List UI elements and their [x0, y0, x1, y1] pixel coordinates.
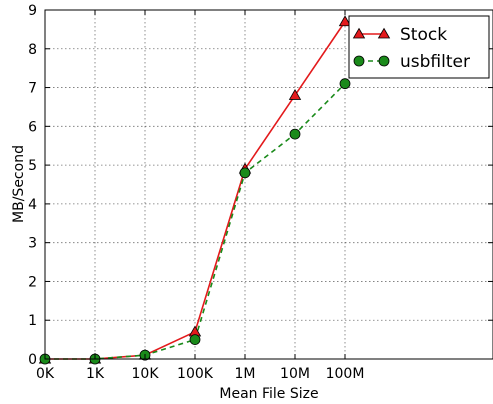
- y-tick-label: 5: [28, 158, 37, 174]
- legend-box: [348, 15, 490, 79]
- x-axis-title: Mean File Size: [219, 386, 318, 402]
- y-tick-labels: 0 1 2 3 4 5 6 7 8 9: [28, 3, 37, 368]
- data-point-usbfilter: [239, 167, 251, 179]
- y-tick-label: 4: [28, 197, 37, 213]
- y-tick-label: 0: [28, 352, 37, 368]
- legend-stock-label: Stock: [400, 25, 447, 45]
- legend-entry-usbfilter: usbfilter: [353, 52, 470, 72]
- axis-ticks: [44, 9, 493, 360]
- data-point-stock: [288, 89, 302, 100]
- data-point-usbfilter: [189, 334, 201, 346]
- data-point-stock: [338, 15, 352, 27]
- x-tick-label: 100M: [326, 366, 365, 382]
- data-point-usbfilter: [289, 128, 301, 140]
- y-tick-label: 7: [28, 81, 37, 97]
- x-tick-label: 1K: [86, 366, 105, 382]
- legend-stock-marker-left: [352, 27, 366, 39]
- y-tick-label: 3: [28, 236, 37, 252]
- y-axis-title: MB/Second: [11, 145, 27, 223]
- series-line-usbfilter: [45, 83, 346, 360]
- legend: Stock usbfilter: [348, 15, 490, 79]
- x-tick-label: 10M: [280, 366, 310, 382]
- y-tick-label: 2: [28, 274, 37, 290]
- y-tick-label: 9: [28, 3, 37, 19]
- plot-frame: [44, 9, 493, 360]
- x-tick-label: 0K: [36, 366, 55, 382]
- x-tick-label: 100K: [177, 366, 214, 382]
- x-tick-label: 10K: [132, 366, 160, 382]
- legend-usbfilter-marker-right: [378, 55, 390, 67]
- x-tick-label: 1M: [235, 366, 256, 382]
- legend-usbfilter-marker-left: [353, 55, 365, 67]
- y-tick-label: 6: [28, 119, 37, 135]
- data-point-usbfilter: [339, 78, 351, 90]
- legend-usbfilter-label: usbfilter: [400, 52, 470, 72]
- x-tick-labels: 0K 1K 10K 100K 1M 10M 100M: [36, 366, 364, 382]
- legend-stock-marker-right: [377, 27, 391, 39]
- y-tick-label: 8: [28, 42, 37, 58]
- legend-entry-stock: Stock: [352, 25, 447, 45]
- y-tick-label: 1: [28, 313, 37, 329]
